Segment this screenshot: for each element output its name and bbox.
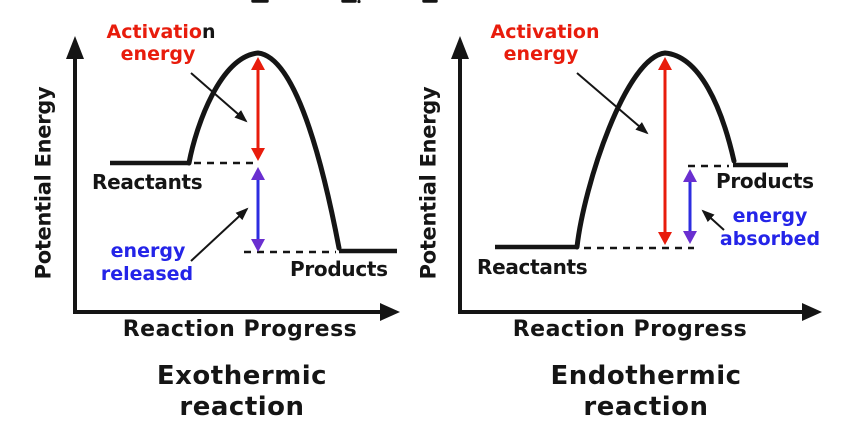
left-energy-released-pointer-arrow — [190, 207, 249, 262]
right-energy-absorbed-pointer-arrow — [701, 209, 725, 231]
right-y-axis-label: Potential Energy — [416, 86, 441, 280]
left-activation-label-line2: energy — [120, 43, 196, 65]
right-x-axis — [458, 303, 822, 321]
left-x-axis-arrowhead — [380, 303, 400, 321]
right-x-axis-arrowhead — [802, 303, 822, 321]
left-diagram — [66, 36, 400, 321]
right-activation-label-line2: energy — [503, 43, 579, 65]
right-energy-absorbed-label-line2: absorbed — [719, 228, 821, 250]
right-diagram-title-line1: Endothermic — [550, 361, 742, 391]
left-diagram-title-line1: Exothermic — [156, 361, 328, 391]
right-energy-curve — [574, 50, 737, 250]
right-x-axis-label: Reaction Progress — [512, 317, 748, 342]
right-reactants-label: Reactants — [477, 255, 588, 279]
right-energy-absorbed-arrow — [683, 169, 697, 244]
left-energy-released-arrow — [251, 167, 265, 252]
left-activation-energy-arrow — [251, 57, 265, 161]
left-energy-curve — [186, 50, 342, 251]
left-reactants-label: Reactants — [92, 170, 203, 194]
left-y-axis — [66, 36, 84, 314]
left-x-axis — [73, 303, 400, 321]
left-energy-released-label-line2: released — [100, 263, 194, 285]
right-products-label: Products — [716, 169, 814, 193]
right-y-axis-arrowhead — [451, 36, 469, 59]
left-activation-label-line1: Activation — [106, 21, 216, 43]
left-activation-pointer-arrow — [190, 72, 248, 123]
right-activation-pointer-arrow — [576, 72, 649, 135]
left-products-label: Products — [290, 257, 388, 281]
right-diagram-title-line2: reaction — [583, 392, 709, 422]
cropped-text-artifact — [251, 0, 438, 4]
right-activation-energy-arrow — [658, 57, 672, 245]
left-y-axis-label: Potential Energy — [31, 86, 56, 280]
right-activation-label-line1: Activation — [490, 21, 600, 43]
left-x-axis-label: Reaction Progress — [122, 317, 358, 342]
right-y-axis — [451, 36, 469, 314]
left-energy-released-label-line1: energy — [110, 240, 186, 262]
left-y-axis-arrowhead — [66, 36, 84, 59]
right-energy-absorbed-label-line1: energy — [732, 205, 808, 227]
left-diagram-title-line2: reaction — [179, 392, 305, 422]
right-diagram — [451, 36, 822, 321]
